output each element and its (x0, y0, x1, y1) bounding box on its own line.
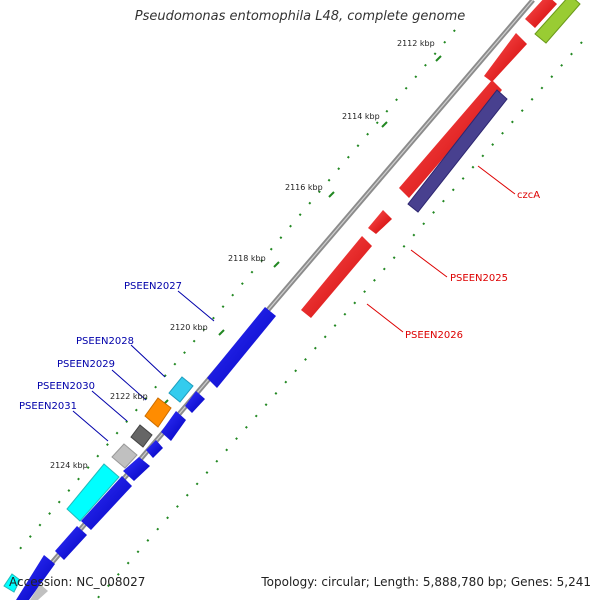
gene-blue-bottom (16, 555, 55, 600)
label-PSEEN2025[interactable]: PSEEN2025 (450, 273, 508, 284)
gene-red-top-partial (525, 0, 557, 28)
PSEEN2030-leader (91, 390, 128, 422)
label-leaders (72, 165, 516, 442)
PSEEN2025-leader (410, 249, 448, 278)
PSEEN2031-leader (72, 410, 109, 442)
gene-czc-upstream (399, 80, 502, 198)
gene-PSEEN2029 (144, 397, 172, 428)
genome-summary-text: Topology: circular; Length: 5,888,780 bp… (261, 575, 591, 589)
gene-gray-bottom (30, 584, 48, 600)
tick-label-2120: 2120 kbp (170, 323, 208, 332)
label-PSEEN2028[interactable]: PSEEN2028 (76, 336, 134, 347)
inner-dot-ring-line (95, 41, 583, 600)
gene-PSEEN2027 (207, 307, 276, 388)
tick-mark-2118 (273, 261, 280, 268)
tick-labels: 2112 kbp 2114 kbp 2116 kbp 2118 kbp 2120… (50, 39, 435, 470)
tick-label-2112: 2112 kbp (397, 39, 435, 48)
accession-text: Accession: NC_008027 (9, 575, 146, 589)
tick-mark-2120 (218, 329, 225, 336)
tick-label-2124: 2124 kbp (50, 461, 88, 470)
outer-dot-ring-line (13, 29, 456, 557)
czcA-leader (477, 165, 516, 195)
gene-PSEEN2025 (368, 210, 392, 234)
gene-PSEEN2030 (130, 424, 153, 448)
inner-dot-ring (95, 41, 583, 600)
tick-label-2114: 2114 kbp (342, 112, 380, 121)
label-PSEEN2027[interactable]: PSEEN2027 (124, 281, 182, 292)
gene-czcA (407, 89, 508, 213)
PSEEN2026-leader (366, 303, 404, 333)
tick-mark-2114 (381, 121, 388, 128)
PSEEN2027-leader (177, 290, 215, 322)
label-czcA[interactable]: czcA (517, 190, 540, 201)
label-PSEEN2026[interactable]: PSEEN2026 (405, 330, 463, 341)
gene-PSEEN2031 (111, 443, 138, 469)
PSEEN2028-leader (130, 344, 166, 378)
gene-PSEEN2028 (168, 376, 194, 403)
gene-blue-small-1 (185, 391, 205, 413)
gene-blue-small-4 (123, 457, 150, 481)
label-PSEEN2029[interactable]: PSEEN2029 (57, 359, 115, 370)
forward-strand-genes (3, 307, 276, 600)
gene-blue-small-2 (161, 411, 186, 441)
gene-red-a (484, 33, 527, 82)
gene-aqua (66, 463, 120, 522)
label-PSEEN2031[interactable]: PSEEN2031 (19, 401, 77, 412)
PSEEN2029-leader (111, 369, 147, 401)
gene-blue-small-5 (55, 526, 87, 560)
label-PSEEN2030[interactable]: PSEEN2030 (37, 381, 95, 392)
tick-mark-2116 (328, 191, 335, 198)
outer-dot-ring (13, 29, 456, 557)
gene-aqua-bottom (3, 573, 21, 593)
gene-PSEEN2026 (301, 236, 372, 318)
tick-label-2122: 2122 kbp (110, 392, 148, 401)
tick-label-2116: 2116 kbp (285, 183, 323, 192)
gene-blue-medium (81, 476, 132, 530)
tick-label-2118: 2118 kbp (228, 254, 266, 263)
tick-mark-2112 (435, 55, 442, 62)
gene-blue-small-3 (146, 440, 163, 458)
map-title: Pseudomonas entomophila L48, complete ge… (134, 9, 466, 24)
reverse-strand-genes (301, 0, 581, 318)
gene-lime-partial (534, 0, 581, 44)
gene-labels: czcA PSEEN2025 PSEEN2026 PSEEN2027 PSEEN… (19, 190, 540, 412)
